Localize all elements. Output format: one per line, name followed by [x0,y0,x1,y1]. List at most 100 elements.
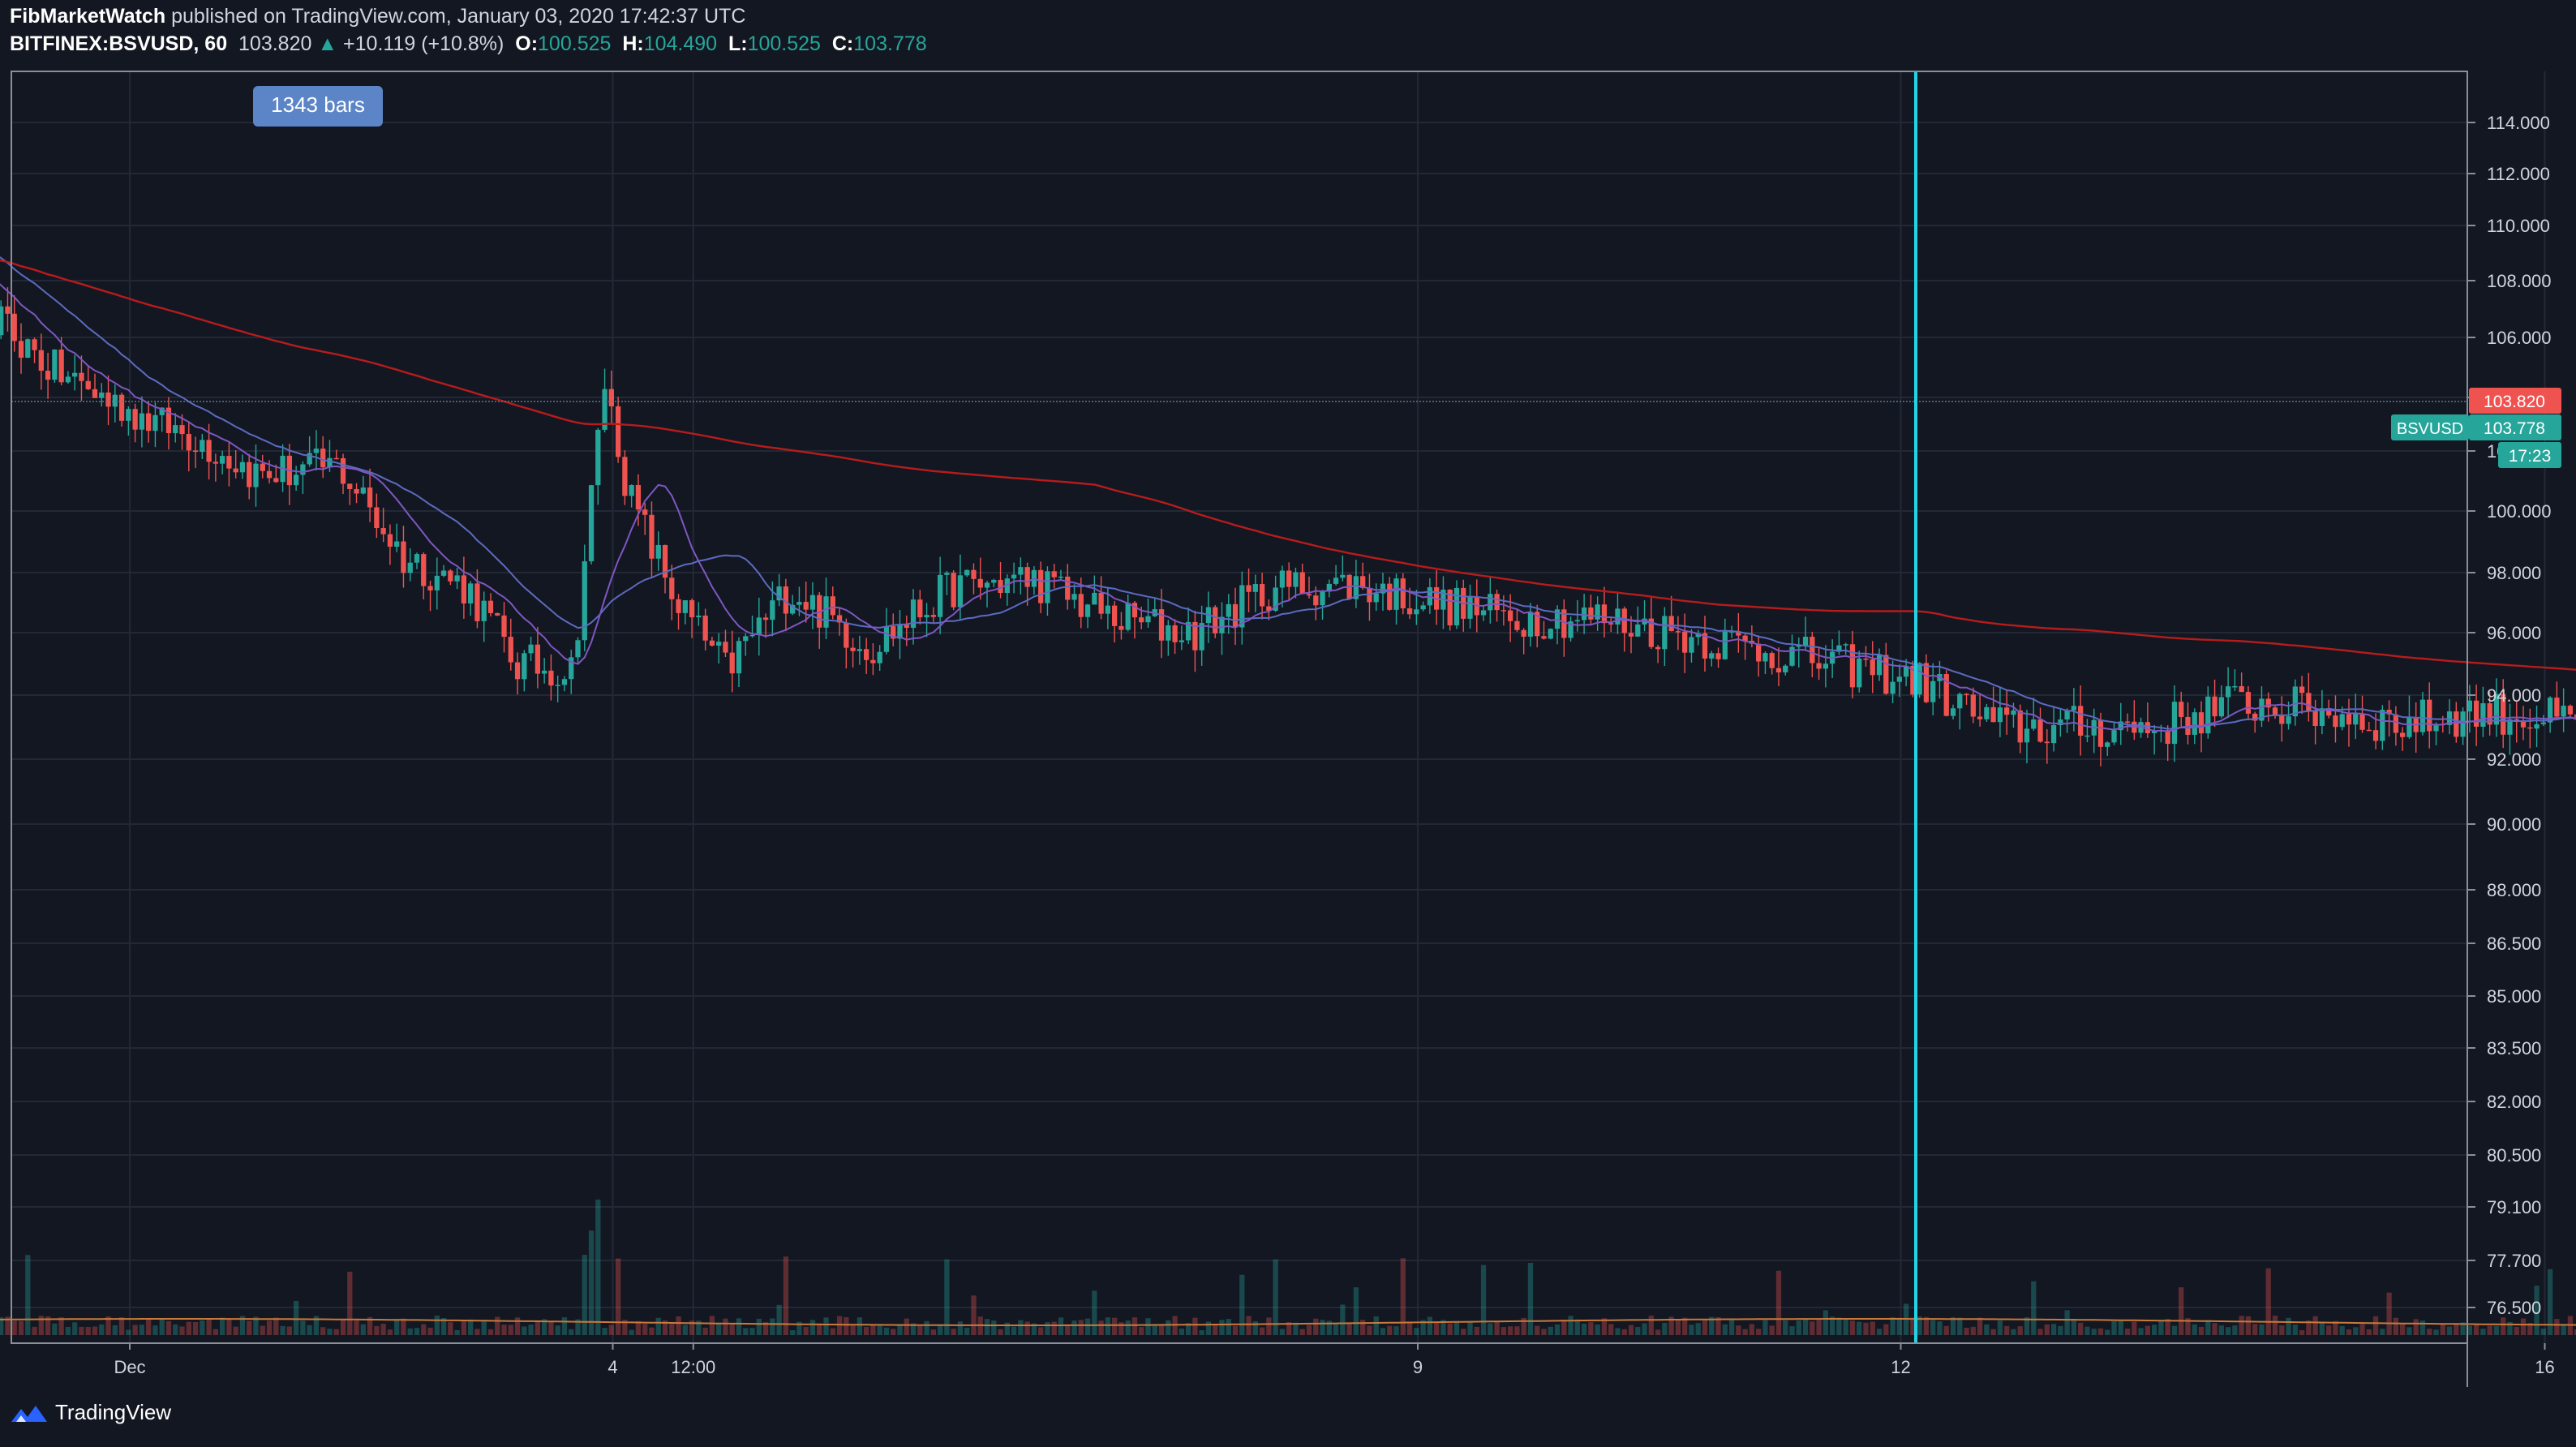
candle-body [152,414,158,432]
candle-body [25,339,31,359]
candle-body [2292,686,2298,717]
volume-bar [716,1322,722,1335]
candle-body [1930,681,1936,702]
brand-footer[interactable]: TradingView [10,1400,171,1425]
candle-body [957,575,964,608]
candle-body [1299,572,1305,595]
volume-bar [481,1321,487,1335]
candle-body [1775,668,1782,672]
price-tick-label: 88.000 [2487,880,2541,900]
volume-bar [1876,1329,1883,1335]
volume-bar [535,1320,541,1335]
candle-body [709,640,715,646]
candle-body [1695,633,1701,638]
price-tick-label: 86.500 [2487,934,2541,954]
candle-body [0,306,4,336]
candle-body [2286,716,2291,724]
candle-body [783,586,789,614]
volume-bar [1192,1317,1198,1335]
close-label: C: [831,32,854,55]
volume-bar [374,1325,380,1335]
candle-body [2433,724,2439,732]
candle-body [1917,663,1922,695]
candle-body [1601,604,1608,624]
volume-bar [487,1329,494,1335]
candle-body [2299,686,2305,693]
candle-body [1816,663,1822,669]
volume-bar [32,1326,37,1335]
volume-bar [2454,1324,2459,1335]
candle-body [1333,578,1339,584]
volume-bar [1185,1323,1191,1335]
volume-bar [1266,1317,1272,1335]
volume-bar [2058,1325,2063,1335]
volume-bar [1997,1320,2003,1335]
ohlc-legend: BITFINEX:BSVUSD, 60 103.820 ▲ +10.119 (+… [10,32,927,56]
volume-bar [146,1318,152,1335]
volume-bar [1078,1320,1084,1335]
volume-bar [347,1271,353,1335]
candle-body [2312,711,2318,727]
volume-bar [1756,1329,1762,1335]
volume-bar [2165,1319,2170,1335]
candle-body [1192,621,1198,651]
candle-body [2346,714,2352,725]
candle-body [454,575,460,582]
candle-body [1185,621,1191,641]
volume-bar [669,1324,675,1335]
bars-count-badge[interactable]: 1343 bars [253,86,383,127]
volume-bar [1675,1320,1681,1335]
candle-body [1950,708,1956,716]
price-tick-label: 83.500 [2487,1038,2541,1058]
volume-bar [139,1325,145,1335]
low-label: L: [728,32,748,55]
volume-bar [870,1324,876,1335]
volume-bar [213,1329,219,1335]
volume-bar [971,1295,977,1335]
volume-bar [2487,1325,2492,1335]
candle-body [2339,714,2345,728]
volume-bar [2527,1323,2533,1335]
candle-body [1756,643,1762,662]
candle-body [857,649,863,651]
volume-bar [1769,1325,1775,1335]
candle-body [1662,616,1668,650]
volume-bar [1836,1317,1842,1335]
candle-body [1514,620,1520,630]
volume-bar [649,1327,655,1335]
volume-bar [2279,1325,2285,1335]
candle-body [776,586,782,601]
volume-bar [2004,1325,2010,1335]
volume-bar [522,1326,527,1335]
volume-bar [655,1317,661,1335]
candle-body [354,488,359,494]
candle-body [2078,706,2084,736]
candle-body [2050,725,2057,744]
volume-bar [930,1329,936,1335]
candle-body [1722,631,1728,659]
candle-body [2520,720,2527,728]
volume-bar [1601,1318,1608,1335]
candle-body [440,570,447,576]
time-tick-label: 12:00 [671,1357,715,1377]
volume-bar [1984,1324,1990,1335]
volume-bar [736,1318,742,1335]
volume-bar [2212,1323,2218,1335]
candle-body [2386,710,2392,715]
price-axis[interactable]: 114.000112.000110.000108.000106.000104.0… [2467,113,2552,1318]
volume-bar [200,1320,205,1335]
volume-bar [1004,1322,1010,1335]
candle-body [1521,629,1526,637]
author-name[interactable]: FibMarketWatch [10,5,166,28]
candle-body [1984,706,1990,719]
candle-body [1071,594,1077,600]
volume-bar [857,1317,863,1335]
volume-bar [809,1320,816,1335]
candle-body [635,484,642,510]
volume-bar [1051,1321,1057,1335]
published-text: published on TradingView.com, January 03… [165,5,746,28]
candle-body [809,595,816,610]
volume-bar [380,1324,386,1335]
